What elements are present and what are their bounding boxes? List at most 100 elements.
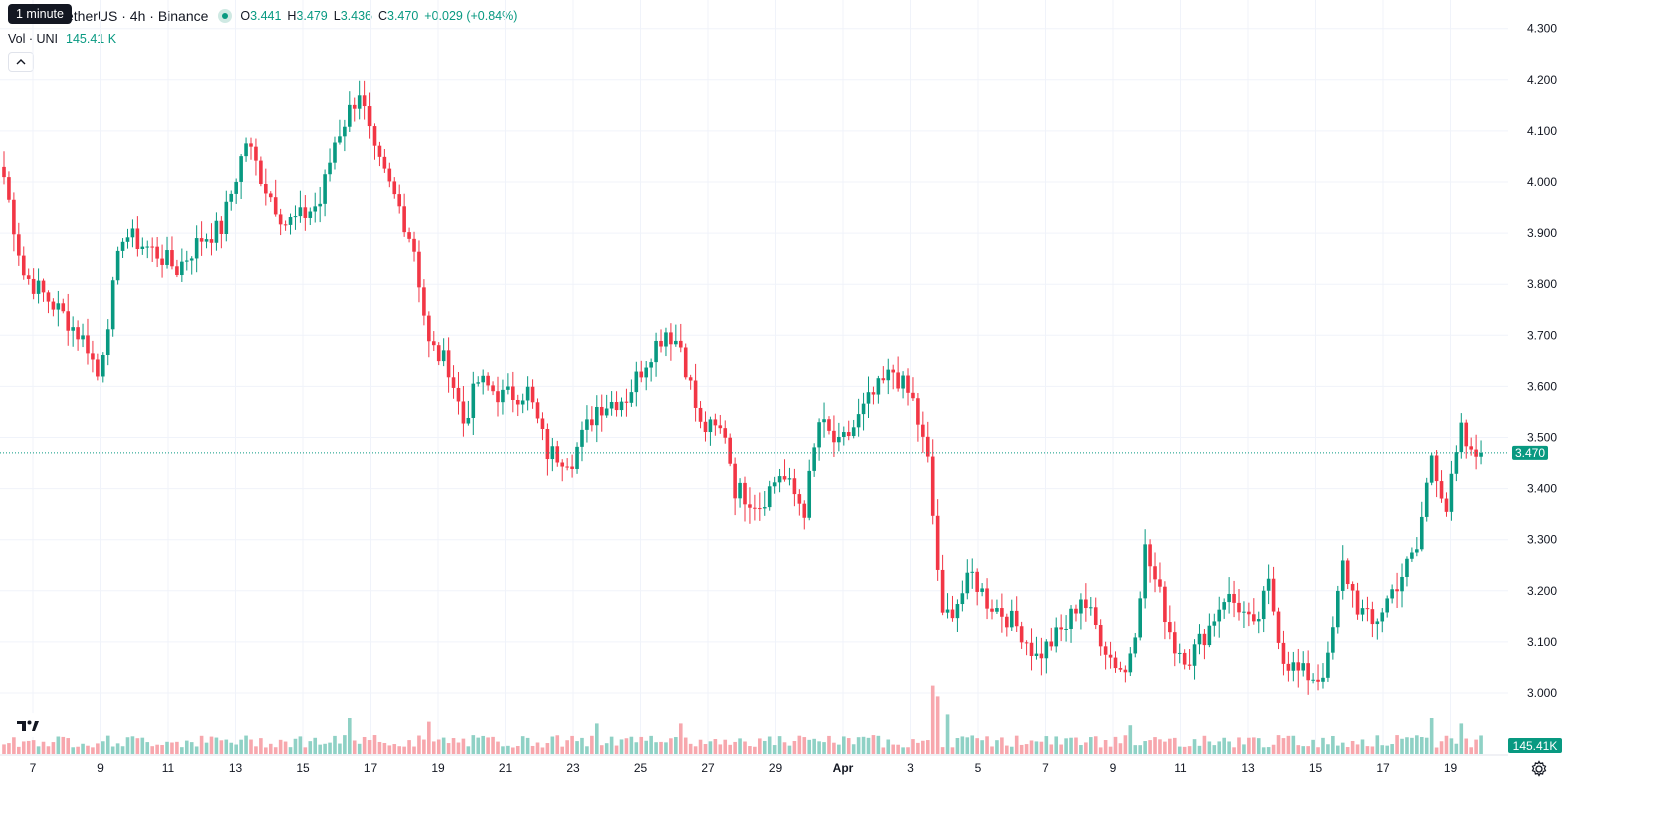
candle-body: [1415, 549, 1419, 553]
volume-bar: [753, 746, 757, 754]
candle-body: [506, 386, 510, 390]
candle-body: [570, 466, 574, 469]
candle-body: [1479, 452, 1483, 457]
volume-bar: [555, 735, 560, 754]
candle-body: [175, 266, 179, 276]
volume-bar: [293, 738, 298, 754]
candle-body: [1143, 544, 1147, 599]
candle-body: [545, 429, 550, 460]
gear-icon[interactable]: [1530, 760, 1548, 778]
volume-bar: [837, 744, 841, 754]
volume-bar: [723, 739, 728, 754]
candle-body: [1331, 627, 1335, 653]
candle-body: [925, 436, 930, 457]
volume-bar: [678, 723, 683, 754]
candle-body: [762, 507, 767, 509]
candle-body: [1212, 621, 1217, 626]
candle-body: [1252, 614, 1256, 622]
volume-bar: [570, 735, 574, 754]
candle-body: [333, 142, 337, 163]
last-volume-label: 145.41K: [1513, 739, 1558, 753]
volume-bar: [1336, 745, 1340, 754]
y-tick-label: 3.000: [1527, 686, 1557, 700]
candle-body: [362, 95, 367, 107]
candle-body: [81, 335, 85, 340]
volume-bar: [565, 740, 569, 754]
candle-body: [634, 371, 639, 393]
volume-bar: [713, 738, 718, 754]
volume-bar: [733, 741, 737, 754]
volume-bar: [165, 741, 169, 754]
candle-body: [837, 436, 841, 443]
candle-body: [743, 482, 747, 505]
volume-bar: [1039, 741, 1044, 754]
volume-bar: [1311, 739, 1315, 754]
candle-body: [1172, 632, 1177, 654]
candle-body: [728, 437, 732, 464]
volume-bar: [762, 740, 767, 754]
chevron-up-icon: [16, 59, 26, 65]
candle-body: [1459, 422, 1464, 453]
volume-bar: [338, 743, 342, 754]
volume-bar: [515, 746, 520, 754]
candle-body: [1217, 609, 1222, 622]
volume-bar: [1360, 739, 1365, 754]
volume-bar: [891, 744, 895, 754]
candle-body: [718, 425, 723, 429]
candle-body: [150, 246, 154, 248]
x-tick-label: 19: [1444, 761, 1458, 775]
volume-bar: [234, 744, 238, 754]
candle-body: [797, 494, 802, 504]
candle-body: [105, 329, 110, 356]
volume-bar: [268, 743, 273, 754]
candle-body: [1237, 602, 1241, 613]
candle-body: [590, 419, 594, 426]
candle-body: [412, 238, 416, 252]
candle-body: [298, 207, 303, 217]
volume-bar: [1237, 737, 1241, 754]
volume-bar: [1187, 746, 1192, 754]
market-status-icon[interactable]: [218, 9, 233, 23]
volume-bar: [155, 744, 159, 754]
volume-bar: [1202, 735, 1207, 754]
volume-bar: [298, 736, 303, 754]
candle-body: [1261, 590, 1266, 620]
volume-bar: [303, 747, 308, 754]
candle-body: [110, 280, 115, 330]
candle-body: [777, 476, 782, 483]
volume-bar: [110, 746, 115, 754]
candle-body: [1044, 641, 1049, 659]
ohlc-low: L3.436: [333, 9, 372, 23]
x-tick-label: 9: [1110, 761, 1117, 775]
tradingview-logo-icon[interactable]: [13, 712, 43, 738]
volume-bar: [160, 744, 164, 754]
candle-body: [1276, 611, 1281, 643]
candle-body: [387, 168, 392, 182]
candle-body: [535, 402, 540, 419]
volume-bar: [31, 740, 36, 754]
volume-bar: [1419, 737, 1424, 754]
candle-body: [377, 145, 382, 157]
symbol-title[interactable]: etherUS · 4h · Binance: [66, 8, 209, 24]
candle-body: [61, 303, 66, 312]
volume-bar: [1168, 738, 1172, 754]
volume-bar: [925, 740, 930, 754]
candle-body: [975, 571, 979, 592]
volume-bar: [348, 718, 352, 754]
volume-bar: [105, 735, 110, 754]
volume-bar: [170, 742, 174, 754]
candle-body: [921, 424, 925, 437]
candle-body: [86, 335, 90, 354]
volume-bar: [935, 696, 940, 754]
volume-bar: [214, 737, 219, 754]
candle-body: [56, 303, 61, 310]
candle-body: [471, 383, 476, 418]
volume-bar: [1286, 735, 1291, 754]
candle-body: [787, 478, 792, 480]
volume-bar: [377, 741, 382, 754]
candle-body: [21, 255, 26, 276]
candle-body: [698, 407, 703, 422]
candle-body: [1207, 625, 1212, 646]
volume-bar: [881, 747, 886, 754]
